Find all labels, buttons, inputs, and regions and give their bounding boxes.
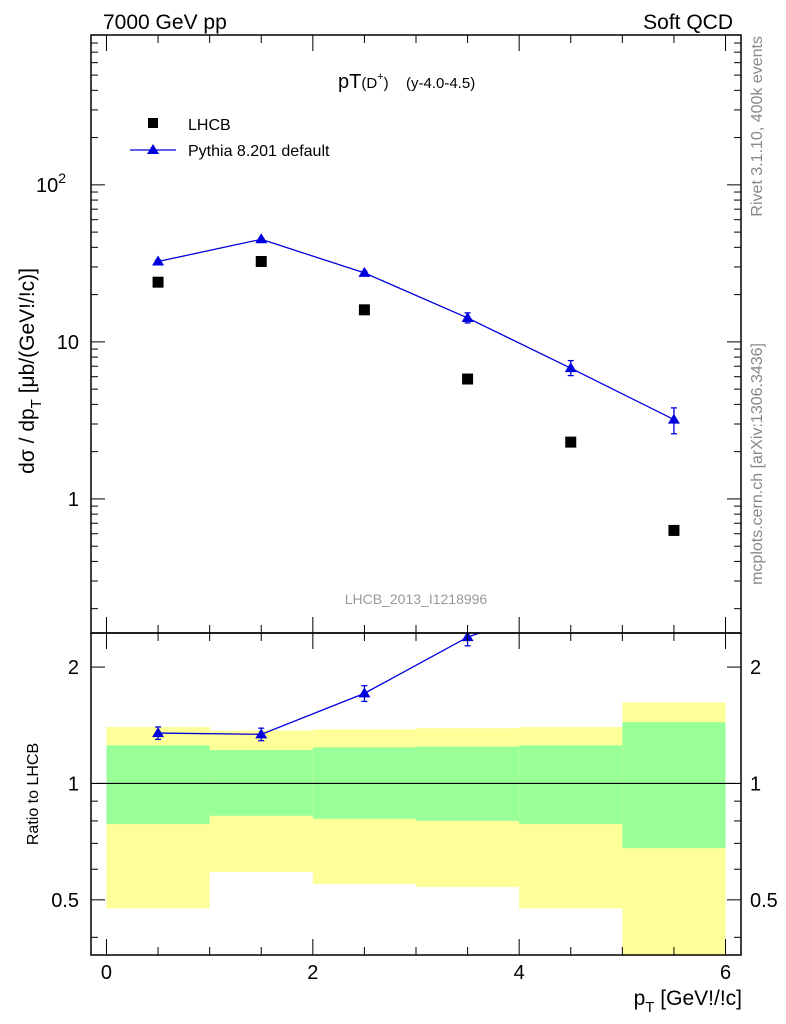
pythia-point xyxy=(255,233,268,244)
legend-marker-lhcb xyxy=(148,118,158,128)
pythia-point xyxy=(152,255,165,266)
legend-label-pythia: Pythia 8.201 default xyxy=(188,143,330,160)
ratio-point xyxy=(668,504,680,514)
main-ytick-label-exponent: 2 xyxy=(58,170,66,186)
ratio-xlabel-sub: T xyxy=(645,999,654,1016)
ratio-ytick-label-left: 0.5 xyxy=(51,890,79,912)
header-right: Soft QCD xyxy=(643,11,733,34)
main-title-close: ) xyxy=(384,75,389,92)
ratio-xtick-label: 6 xyxy=(720,962,731,984)
pythia-point xyxy=(564,362,577,373)
main-title-charge: + xyxy=(377,71,383,83)
ratio-ytick-label-right: 2 xyxy=(750,657,761,679)
main-title-pt: pT xyxy=(338,71,361,93)
ratio-point xyxy=(358,687,371,698)
main-title-rapidity: (y-4.0-4.5) xyxy=(406,75,475,92)
ratio-ytick-label-left: 2 xyxy=(68,657,79,679)
ratio-xlabel: pT [GeV!/!c] xyxy=(634,987,742,1016)
main-ytick-label: 1 xyxy=(68,489,79,511)
ratio-xtick-label: 0 xyxy=(101,962,112,984)
main-title-particle: (D xyxy=(361,75,377,92)
pythia-series-line xyxy=(157,238,675,421)
ratio-panel: 0.5 0.5 1 1 2 2 0 2 4 6 Ratio to LHCB pT [GeV!/!c… xyxy=(25,504,778,1016)
pythia-point xyxy=(358,266,371,277)
main-axes: 1 10 102 xyxy=(36,34,741,633)
legend-label-lhcb: LHCB xyxy=(188,117,231,134)
side-text-rivet: Rivet 3.1.10, 400k events xyxy=(749,36,766,217)
ratio-ytick-label-right: 1 xyxy=(750,773,761,795)
lhcb-point xyxy=(358,304,370,316)
main-ylabel: dσ / dpT [μb/(GeV!/!c)] xyxy=(16,268,45,474)
pythia-point xyxy=(461,311,474,322)
ratio-axes: 0.5 0.5 1 1 2 2 0 2 4 6 xyxy=(51,633,778,984)
ratio-point xyxy=(255,728,268,739)
ratio-xlabel-units: [GeV!/!c] xyxy=(654,987,742,1010)
ratio-band-inner xyxy=(519,745,623,825)
lhcb-point xyxy=(152,276,164,288)
ratio-xtick-label: 4 xyxy=(514,962,525,984)
ratio-band-inner xyxy=(106,745,210,825)
ratio-point xyxy=(152,727,165,738)
ratio-series-line xyxy=(158,633,482,735)
main-ytick-label: 102 xyxy=(36,170,66,197)
ratio-xlabel-p: p xyxy=(634,987,646,1010)
ratio-frame xyxy=(90,632,742,956)
main-ylabel-sub: T xyxy=(28,399,45,408)
lhcb-point xyxy=(668,524,680,536)
pythia-point xyxy=(667,413,680,424)
main-ylabel-units: [μb/(GeV!/!c)] xyxy=(16,268,39,399)
ratio-plot-marks xyxy=(91,504,741,955)
side-text-mcplots: mcplots.cern.ch [arXiv:1306.3436] xyxy=(749,343,766,585)
legend: LHCB Pythia 8.201 default xyxy=(130,117,330,160)
lhcb-point xyxy=(255,255,267,267)
main-plot-marks xyxy=(152,233,680,536)
ratio-ytick-label-left: 1 xyxy=(68,773,79,795)
main-ytick-label: 10 xyxy=(57,332,79,354)
main-ylabel-dsigma: dσ / dp xyxy=(16,408,39,474)
analysis-watermark: LHCB_2013_I1218996 xyxy=(345,591,488,607)
ratio-ytick-label-right: 0.5 xyxy=(750,890,778,912)
ratio-band-inner xyxy=(622,722,726,849)
main-title: pT(D+) xyxy=(338,71,389,93)
lhcb-point xyxy=(565,436,577,448)
header-left: 7000 GeV pp xyxy=(103,11,227,34)
main-panel: 1 10 102 pT(D+) (y-4.0-4.5) LHCB Pythia 8.… xyxy=(16,34,742,634)
legend-marker-pythia xyxy=(147,144,159,154)
ratio-xtick-label: 2 xyxy=(307,962,318,984)
ratio-ylabel: Ratio to LHCB xyxy=(25,743,42,845)
lhcb-point xyxy=(462,373,474,385)
ratio-point xyxy=(565,595,577,605)
